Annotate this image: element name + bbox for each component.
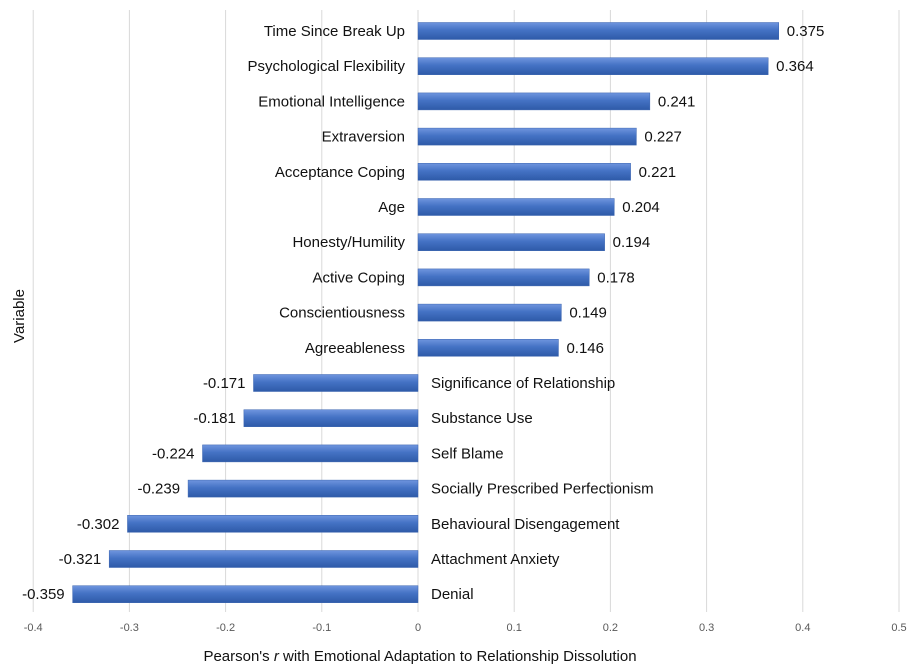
bar: [417, 268, 590, 287]
x-tick-label: -0.1: [312, 622, 331, 634]
category-label: Significance of Relationship: [431, 375, 615, 392]
category-label: Active Coping: [312, 269, 405, 286]
category-label: Acceptance Coping: [275, 164, 405, 181]
value-label: -0.321: [59, 551, 102, 568]
value-label: 0.146: [566, 340, 604, 357]
value-label: 0.375: [787, 23, 825, 40]
x-tick-label: -0.2: [216, 622, 235, 634]
category-label: Age: [378, 199, 405, 216]
category-label: Self Blame: [431, 445, 504, 462]
value-labels: 0.375 0.364 0.241 0.227 0.221 0.204 0.194 0.178…: [22, 23, 824, 603]
x-tick-label: 0.4: [795, 622, 810, 634]
x-tick-label: -0.4: [24, 622, 43, 634]
bar: [417, 339, 559, 357]
value-label: -0.181: [193, 410, 236, 427]
value-label: -0.224: [152, 445, 195, 462]
x-tick-label: 0.5: [891, 622, 906, 634]
category-labels: Time Since Break Up Psychological Flexibi…: [247, 23, 653, 603]
category-label: Socially Prescribed Perfectionism: [431, 481, 654, 498]
value-label: 0.364: [776, 58, 814, 75]
value-label: -0.171: [203, 375, 246, 392]
x-axis-title: Pearson's r with Emotional Adaptation to…: [203, 648, 636, 665]
value-label: 0.149: [569, 305, 607, 322]
x-axis-title-prefix: Pearson's: [203, 648, 273, 665]
value-label: 0.241: [658, 93, 696, 110]
bar: [202, 444, 419, 463]
bar: [253, 374, 419, 392]
x-tick-label: 0.2: [603, 622, 618, 634]
x-tick-label: 0: [415, 622, 421, 634]
x-axis-tick-labels: -0.4 -0.3 -0.2 -0.1 0 0.1 0.2 0.3 0.4 0.5: [24, 622, 907, 634]
bar: [127, 515, 419, 533]
bar: [417, 303, 562, 322]
bar: [72, 585, 419, 603]
category-label: Time Since Break Up: [264, 23, 405, 40]
bar: [417, 233, 605, 251]
category-label: Emotional Intelligence: [258, 93, 405, 110]
category-label: Agreeableness: [305, 340, 405, 357]
bars: [72, 22, 779, 603]
bar: [417, 163, 631, 181]
value-label: 0.204: [622, 199, 660, 216]
bar: [417, 127, 637, 146]
bar: [187, 479, 419, 498]
category-label: Denial: [431, 586, 474, 603]
bar: [417, 92, 651, 111]
value-label: 0.227: [644, 129, 682, 146]
x-axis-title-suffix: with Emotional Adaptation to Relationshi…: [279, 648, 637, 665]
value-label: 0.178: [597, 269, 635, 286]
bar: [417, 198, 615, 216]
x-tick-label: 0.1: [507, 622, 522, 634]
category-label: Honesty/Humility: [292, 234, 405, 251]
category-label: Conscientiousness: [279, 305, 405, 322]
value-label: -0.239: [138, 481, 181, 498]
category-label: Behavioural Disengagement: [431, 516, 620, 533]
bar: [243, 409, 419, 427]
value-label: 0.194: [613, 234, 651, 251]
value-label: 0.221: [639, 164, 677, 181]
bar: [108, 550, 419, 568]
category-label: Psychological Flexibility: [247, 58, 405, 75]
category-label: Substance Use: [431, 410, 533, 427]
bar: [417, 57, 769, 75]
category-label: Attachment Anxiety: [431, 551, 560, 568]
x-tick-label: 0.3: [699, 622, 714, 634]
x-axis-title-italic: r: [274, 648, 280, 665]
value-label: -0.359: [22, 586, 65, 603]
value-label: -0.302: [77, 516, 120, 533]
y-axis-title: Variable: [11, 289, 28, 343]
bar: [417, 22, 779, 40]
category-label: Extraversion: [322, 129, 405, 146]
x-tick-label: -0.3: [120, 622, 139, 634]
